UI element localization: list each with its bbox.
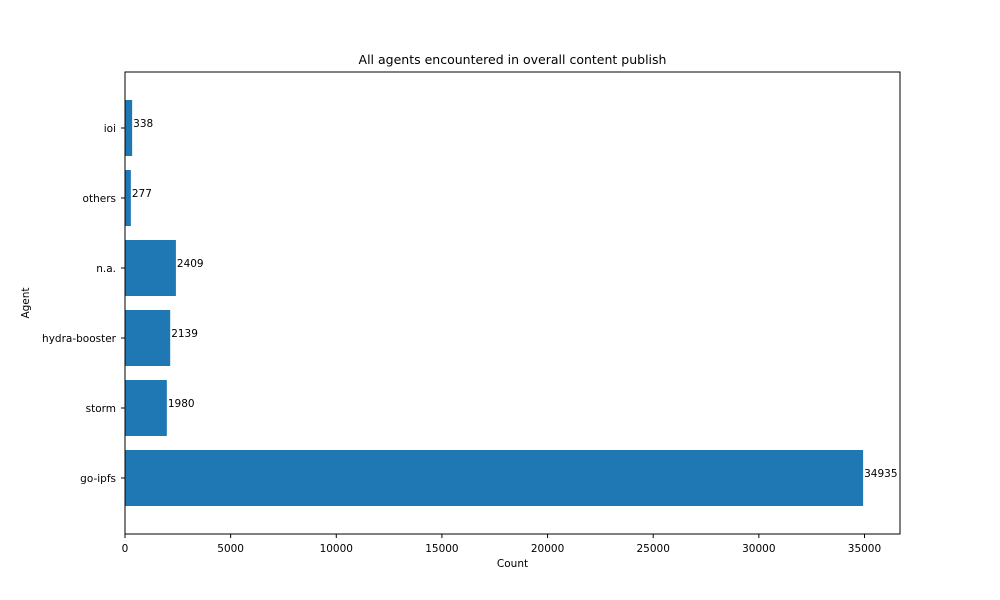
- x-tick-label: 0: [122, 543, 129, 555]
- y-tick-label: go-ipfs: [80, 473, 116, 485]
- y-tick-label: ioi: [104, 123, 116, 135]
- y-tick-label: hydra-booster: [42, 333, 117, 345]
- bar-ioi: [125, 100, 133, 156]
- bar-go-ipfs: [125, 450, 864, 506]
- x-tick-label: 20000: [531, 543, 564, 555]
- x-tick-label: 30000: [742, 543, 775, 555]
- bar-hydra-booster: [125, 310, 171, 366]
- data-label: 338: [133, 118, 153, 130]
- x-tick-label: 5000: [217, 543, 244, 555]
- data-label: 2139: [171, 328, 198, 340]
- x-tick-label: 35000: [848, 543, 881, 555]
- x-axis-label: Count: [497, 558, 528, 570]
- bar-n-a-: [125, 240, 176, 296]
- plot-area: 34935 go-ipfs 1980 storm 2139 hydra-booster 24…: [42, 100, 898, 555]
- chart-title: All agents encountered in overall conten…: [359, 52, 667, 67]
- x-tick-label: 25000: [636, 543, 669, 555]
- y-tick-label: storm: [86, 403, 116, 415]
- data-label: 2409: [177, 258, 204, 270]
- y-axis-label: Agent: [20, 287, 32, 318]
- data-label: 34935: [864, 468, 897, 480]
- y-tick-label: n.a.: [96, 263, 116, 275]
- y-tick-label: others: [83, 193, 116, 205]
- data-label: 277: [132, 188, 152, 200]
- bar-storm: [125, 380, 167, 436]
- x-tick-label: 10000: [320, 543, 353, 555]
- plot-frame: [124, 71, 901, 535]
- x-tick-label: 15000: [425, 543, 458, 555]
- data-label: 1980: [168, 398, 195, 410]
- bar-others: [125, 170, 131, 226]
